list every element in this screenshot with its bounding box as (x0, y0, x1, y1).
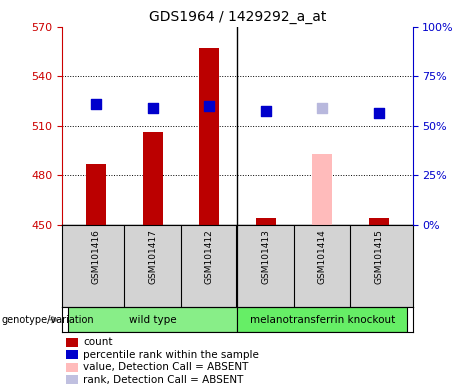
Point (149, 104, 156, 111)
Bar (68, 307, 237, 332)
Bar (66, 363, 78, 372)
Point (319, 104, 326, 111)
Point (206, 103, 213, 109)
Text: GSM101412: GSM101412 (205, 229, 213, 283)
Point (93, 101, 100, 108)
Bar (143, 132, 163, 225)
Bar (86, 164, 106, 225)
Bar (369, 218, 389, 225)
Text: GSM101413: GSM101413 (261, 229, 270, 284)
Text: GSM101416: GSM101416 (92, 229, 100, 284)
Text: GSM101414: GSM101414 (318, 229, 327, 283)
Point (375, 109, 382, 116)
Bar (66, 350, 78, 359)
Text: rank, Detection Call = ABSENT: rank, Detection Call = ABSENT (83, 375, 243, 384)
Point (262, 108, 269, 114)
Text: percentile rank within the sample: percentile rank within the sample (83, 350, 259, 360)
Title: GDS1964 / 1429292_a_at: GDS1964 / 1429292_a_at (149, 10, 326, 25)
Bar (237, 307, 407, 332)
Text: GSM101417: GSM101417 (148, 229, 157, 284)
Text: count: count (83, 337, 113, 347)
Bar (312, 154, 332, 225)
Text: value, Detection Call = ABSENT: value, Detection Call = ABSENT (83, 362, 248, 372)
Bar (66, 375, 78, 384)
Text: GSM101415: GSM101415 (374, 229, 383, 284)
Bar (256, 218, 276, 225)
Text: melanotransferrin knockout: melanotransferrin knockout (249, 314, 395, 325)
Bar (66, 338, 78, 347)
Text: wild type: wild type (129, 314, 177, 325)
Text: genotype/variation: genotype/variation (1, 314, 94, 325)
Bar (199, 48, 219, 225)
